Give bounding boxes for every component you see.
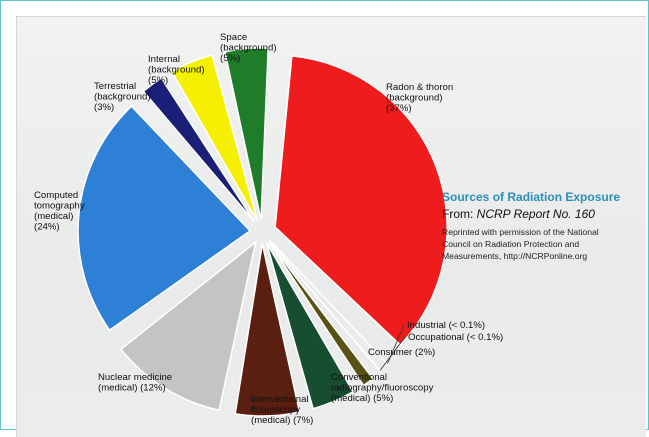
label-internal-line-2: (background) [148,65,205,76]
source-note-line-1: Reprinted with permission of the Nationa… [442,227,599,237]
slice-interventional [234,243,301,417]
label-ct-line-1: Computed [34,190,78,201]
pie-slices [77,47,448,417]
label-ct-line-2: tomography [34,201,85,212]
source-from-prefix: From: [442,207,477,221]
slice-conventional [265,242,355,410]
slice-ct [77,105,252,332]
label-space: Space (background) (5%) [220,32,277,64]
label-radon-line-2: (background) [386,93,443,104]
label-interventional-line-3: (medical) (7%) [251,415,313,426]
slice-occupational [269,240,383,374]
leader-line-occupational [379,336,406,371]
source-box: Sources of Radiation Exposure From: NCRP… [442,190,620,261]
slice-labels: Radon & thoron (background) (37%)Industria… [34,32,503,426]
label-conventional-line-1: Conventional [331,372,387,383]
label-conventional-line-3: (medical) (5%) [331,393,393,404]
slice-radon [274,55,448,347]
label-conventional-line-2: radiography/fluoroscopy [331,383,434,394]
label-conventional: Conventional radiography/fluoroscopy (medi… [331,372,434,404]
label-terrestrial-line-2: (background) [94,92,151,103]
label-terrestrial-line-1: Terrestrial [94,81,136,92]
label-internal-line-1: Internal [148,54,180,65]
label-consumer-line-1: Consumer (2%) [368,347,435,358]
source-title: Sources of Radiation Exposure [442,190,620,204]
label-nuclear-line-1: Nuclear medicine [98,372,172,383]
source-from: From: NCRP Report No. 160 [442,207,595,221]
slice-internal [170,54,259,222]
label-space-line-2: (background) [220,43,277,54]
slice-terrestrial [142,77,256,223]
label-radon: Radon & thoron (background) (37%) [386,82,453,114]
label-internal-line-3: (5%) [148,75,168,86]
label-space-line-3: (5%) [220,53,240,64]
label-internal: Internal (background) (5%) [148,54,205,86]
label-ct: Computed tomography (medical) (24%) [34,190,85,233]
source-note-line-2: Council on Radiation Protection and [442,239,579,249]
source-report: NCRP Report No. 160 [477,207,596,221]
label-industrial: Industrial (< 0.1%) [407,320,485,331]
label-nuclear-line-2: (medical) (12%) [98,383,166,394]
label-terrestrial: Terrestrial (background) (3%) [94,81,151,113]
label-consumer: Consumer (2%) [368,347,435,358]
label-occupational-line-1: Occupational (< 0.1%) [408,332,503,343]
label-radon-line-3: (37%) [386,103,412,114]
label-space-line-1: Space [220,32,247,43]
slice-space [224,47,269,221]
label-radon-line-1: Radon & thoron [386,82,453,93]
label-occupational: Occupational (< 0.1%) [408,332,503,343]
label-ct-line-3: (medical) [34,211,73,222]
label-industrial-line-1: Industrial (< 0.1%) [407,320,485,331]
slice-consumer [268,241,375,387]
label-interventional: Interventional fluoroscopy (medical) (7%) [251,394,313,426]
label-ct-line-4: (24%) [34,222,60,233]
label-nuclear: Nuclear medicine (medical) (12%) [98,372,172,394]
label-interventional-line-1: Interventional [251,394,309,405]
slice-industrial [269,240,390,367]
source-note-line-3: Measurements, http://NCRPonline.org [442,251,587,261]
label-terrestrial-line-3: (3%) [94,102,114,113]
slice-nuclear [119,240,257,412]
label-interventional-line-2: fluoroscopy [251,405,300,416]
